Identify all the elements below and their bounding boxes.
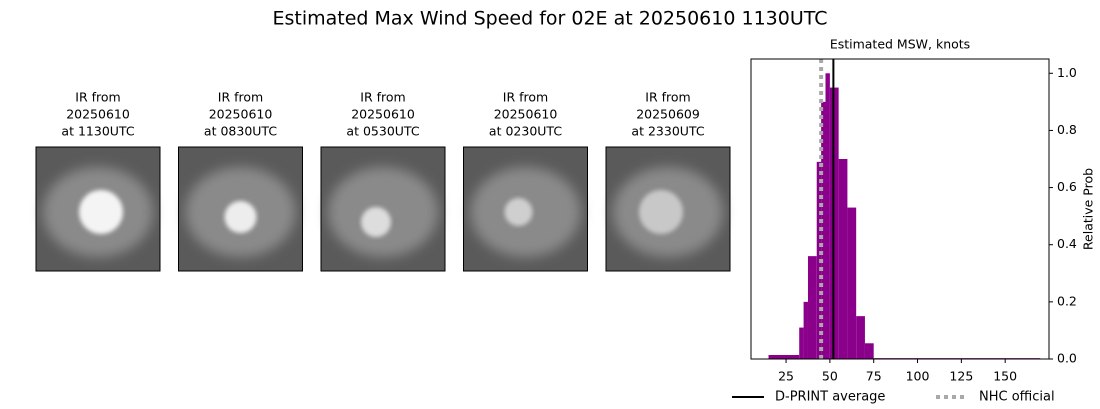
- bar: [856, 316, 865, 359]
- panel-label: 20250610: [351, 107, 415, 122]
- panel-label: at 1130UTC: [61, 124, 134, 139]
- satellite-image: [178, 146, 303, 272]
- y-tick-label: 0.4: [1057, 236, 1077, 251]
- panel-label: at 0230UTC: [489, 124, 562, 139]
- satellite-image: [463, 146, 588, 272]
- image-frame: [35, 146, 161, 272]
- bar: [825, 73, 830, 360]
- panel-label: 20250610: [494, 107, 558, 122]
- image-frame: [320, 146, 446, 272]
- bar: [864, 343, 874, 359]
- panels: IR from 20250610 at 1130UTC IR from 20250610…: [35, 90, 731, 272]
- cloud-core: [79, 190, 123, 234]
- plot-frame: [750, 58, 1050, 360]
- bar: [807, 256, 817, 359]
- bar: [768, 355, 800, 359]
- satellite-image: [35, 146, 161, 272]
- panel-label: at 0830UTC: [204, 124, 277, 139]
- panel-label: IR from: [360, 90, 405, 105]
- x-tick-label: 150: [993, 369, 1017, 384]
- bar: [838, 159, 848, 359]
- bar: [821, 101, 826, 359]
- satellite-image: [605, 146, 731, 272]
- x-tick-label: 50: [822, 369, 838, 384]
- bar: [816, 161, 822, 359]
- y-tick-label: 0.6: [1057, 179, 1077, 194]
- panel-label: IR from: [645, 90, 690, 105]
- image-frame: [605, 146, 731, 272]
- cloud-core: [504, 198, 533, 226]
- y-tick-label: 1.0: [1057, 65, 1077, 80]
- y-tick-label: 0.8: [1057, 122, 1077, 137]
- legend-label: NHC official: [979, 390, 1055, 405]
- chart-title: Estimated MSW, knots: [830, 37, 970, 52]
- y-axis-label: Relative Prob: [1081, 168, 1096, 250]
- panel-label: IR from: [218, 90, 263, 105]
- bar: [803, 301, 808, 359]
- image-frame: [178, 146, 303, 272]
- panel-label: 20250609: [636, 107, 700, 122]
- satellite-image: [320, 146, 446, 272]
- figure-title: Estimated Max Wind Speed for 02E at 2025…: [272, 8, 827, 30]
- y-tick-label: 0.0: [1057, 351, 1077, 366]
- histogram: Estimated MSW, knots D-PRINT average NHC o…: [732, 37, 1096, 405]
- panel-label: 20250610: [66, 107, 130, 122]
- cloud-core: [639, 190, 683, 234]
- cloud-core: [361, 207, 391, 237]
- panel-label: IR from: [503, 90, 548, 105]
- panel-label: IR from: [75, 90, 120, 105]
- x-tick-label: 125: [949, 369, 973, 384]
- bar: [799, 327, 804, 359]
- x-tick-label: 25: [778, 369, 794, 384]
- y-tick-label: 0.2: [1057, 293, 1077, 308]
- panel-label: at 2330UTC: [631, 124, 704, 139]
- cloud-core: [224, 201, 257, 233]
- x-tick-label: 75: [866, 369, 882, 384]
- image-frame: [463, 146, 588, 272]
- bar: [847, 207, 857, 359]
- x-tick-label: 100: [906, 369, 930, 384]
- panel-label: at 0530UTC: [346, 124, 419, 139]
- panel-label: 20250610: [209, 107, 273, 122]
- legend-label: D-PRINT average: [775, 390, 885, 405]
